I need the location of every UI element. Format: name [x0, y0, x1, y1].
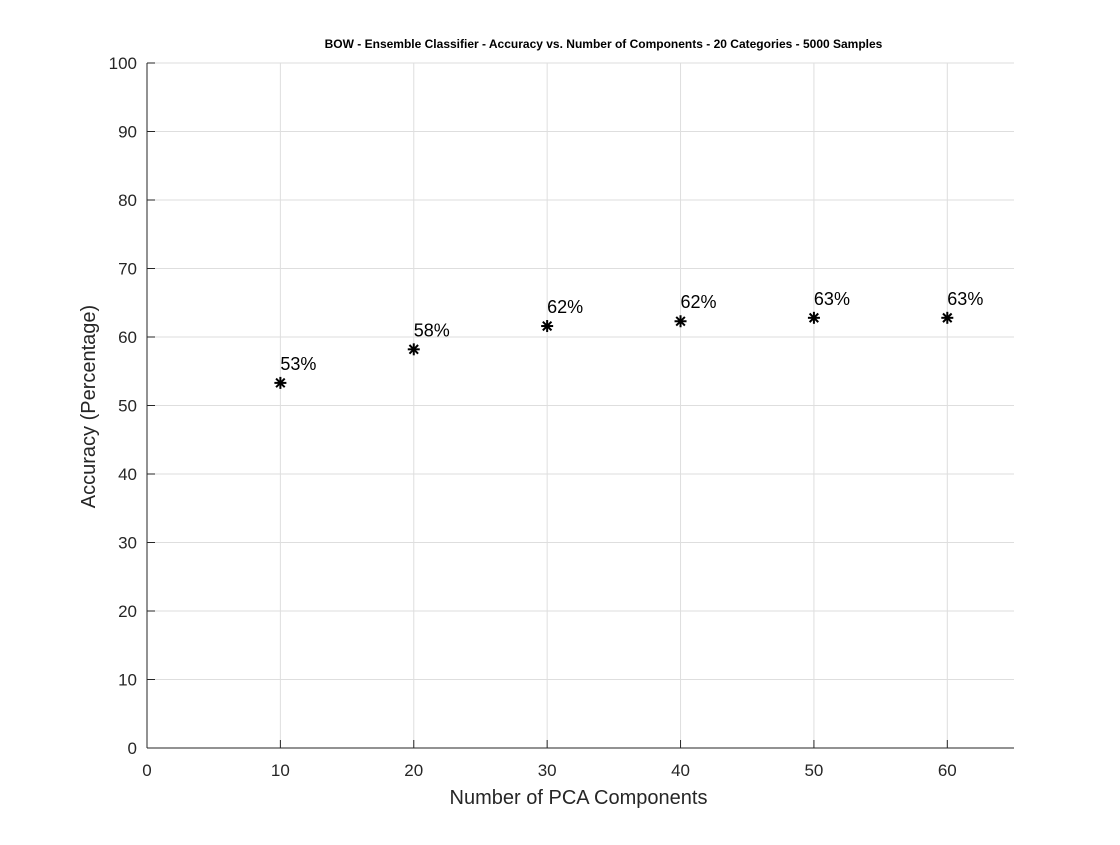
- x-tick-label: 20: [404, 761, 423, 780]
- y-tick-label: 50: [118, 397, 137, 416]
- y-tick-label: 90: [118, 123, 137, 142]
- x-tick-label: 50: [804, 761, 823, 780]
- data-point: [941, 311, 954, 324]
- x-tick-label: 60: [938, 761, 957, 780]
- data-label: 62%: [547, 297, 583, 317]
- x-tick-label: 40: [671, 761, 690, 780]
- data-point: [407, 343, 420, 356]
- data-label: 63%: [947, 289, 983, 309]
- data-point: [541, 320, 554, 333]
- y-tick-label: 100: [109, 54, 137, 73]
- x-tick-label: 10: [271, 761, 290, 780]
- data-label: 53%: [280, 354, 316, 374]
- y-tick-label: 20: [118, 602, 137, 621]
- grid-lines: [147, 62, 1014, 748]
- x-axis-label: Number of PCA Components: [450, 787, 708, 809]
- y-tick-label: 40: [118, 465, 137, 484]
- y-axis-ticks: 0 10 20 30 40 50 60 70 80 90 100: [109, 54, 155, 758]
- data-point: [674, 315, 687, 328]
- y-tick-label: 80: [118, 191, 137, 210]
- data-point: [274, 376, 287, 389]
- y-tick-label: 10: [118, 671, 137, 690]
- x-tick-label: 0: [142, 761, 151, 780]
- x-axis-ticks: 0 10 20 30 40 50 60: [142, 740, 957, 780]
- data-points: [274, 311, 954, 389]
- y-tick-label: 70: [118, 260, 137, 279]
- data-point: [807, 311, 820, 324]
- data-label: 58%: [414, 320, 450, 340]
- y-axis-label: Accuracy (Percentage): [78, 305, 100, 508]
- chart-title: BOW - Ensemble Classifier - Accuracy vs.…: [325, 37, 883, 51]
- x-tick-label: 30: [538, 761, 557, 780]
- data-label: 62%: [681, 292, 717, 312]
- y-tick-label: 60: [118, 328, 137, 347]
- y-tick-label: 0: [128, 739, 137, 758]
- data-label: 63%: [814, 289, 850, 309]
- y-tick-label: 30: [118, 534, 137, 553]
- data-labels: 53% 58% 62% 62% 63% 63%: [280, 289, 983, 374]
